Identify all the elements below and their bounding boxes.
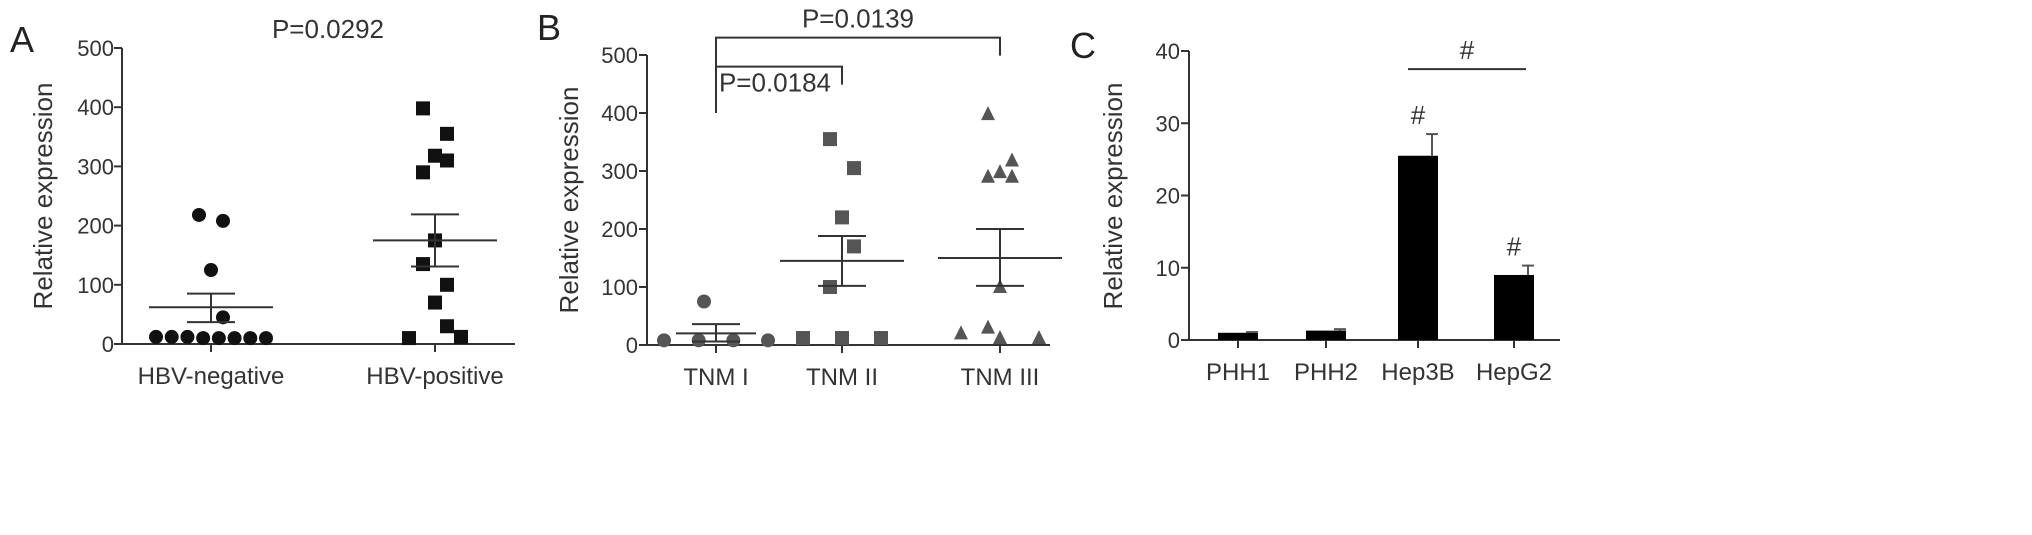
data-point (657, 333, 671, 348)
data-point (835, 331, 849, 346)
y-tick-label: 300 (601, 159, 638, 184)
y-tick-label: 0 (1168, 328, 1180, 353)
data-point (835, 210, 849, 225)
panel-a-marks: P=0.0292 (149, 14, 497, 346)
panel-c-label: C (1070, 25, 1096, 66)
y-tick-label: 500 (77, 36, 114, 61)
y-tick-label: 0 (102, 332, 114, 357)
p-value-label: P=0.0184 (719, 68, 831, 98)
data-point (440, 153, 454, 168)
y-tick-label: 200 (77, 214, 114, 239)
panel-a-chart: A Relative expression 0 100 200 300 400 500 HB… (10, 14, 515, 390)
bar (1218, 332, 1258, 340)
panel-c-axes: 0 10 20 30 40 PHH1 PHH2 Hep3B HepG2 (1156, 39, 1560, 386)
data-point (981, 168, 995, 183)
x-tick-label: PHH1 (1206, 359, 1270, 386)
y-tick-label: 200 (601, 217, 638, 242)
data-point (259, 331, 273, 346)
panel-a-label: A (10, 19, 34, 60)
x-tick-label: TNM I (683, 364, 748, 391)
y-tick-label: 0 (626, 333, 638, 358)
panel-c-marks: # # # (1218, 35, 1534, 340)
data-point (823, 132, 837, 147)
data-point (243, 331, 258, 346)
y-tick-label: 400 (77, 95, 114, 120)
data-point (981, 106, 995, 121)
x-tick-label: TNM III (961, 364, 1040, 391)
x-tick-label: HBV-positive (366, 363, 503, 390)
y-tick-label: 500 (601, 43, 638, 68)
data-point (1005, 152, 1019, 167)
data-point (196, 331, 211, 346)
data-point (823, 280, 837, 294)
panel-c-chart: C Relative expression 0 10 20 30 40 PHH1 PHH2 H… (1070, 25, 1560, 386)
data-point (847, 161, 861, 176)
bar (1494, 274, 1534, 340)
data-point (691, 333, 706, 348)
significance-bracket (715, 65, 843, 113)
x-tick-label: Hep3B (1381, 359, 1454, 386)
data-point (216, 213, 230, 228)
data-point (149, 329, 163, 344)
y-tick-label: 30 (1156, 111, 1180, 136)
data-point (981, 319, 995, 334)
panel-a-y-axis-label: Relative expression (28, 83, 58, 310)
x-tick-label: PHH2 (1294, 359, 1358, 386)
x-tick-label: TNM II (806, 364, 878, 391)
panel-b-y-axis-label: Relative expression (554, 87, 584, 314)
y-tick-label: 100 (601, 275, 638, 300)
data-point (428, 148, 442, 163)
data-point (761, 333, 775, 348)
panel-b-label: B (537, 7, 561, 48)
y-tick-label: 300 (77, 154, 114, 179)
data-point (211, 331, 226, 346)
data-point (697, 294, 711, 309)
data-point (402, 331, 416, 346)
data-point (180, 329, 195, 344)
significance-marker: # (1507, 232, 1522, 262)
data-point (440, 319, 454, 334)
data-point (874, 331, 888, 346)
y-tick-label: 40 (1156, 39, 1180, 64)
panel-a-axes: 0 100 200 300 400 500 HBV-negative HBV-positive (77, 36, 515, 390)
data-point (192, 207, 206, 222)
y-tick-label: 100 (77, 273, 114, 298)
data-point (216, 310, 230, 325)
panel-b-marks: P=0.0139 P=0.0184 (657, 4, 1062, 348)
y-tick-label: 20 (1156, 184, 1180, 209)
data-point (454, 329, 468, 344)
data-point (440, 277, 454, 292)
data-point (416, 257, 430, 272)
panel-c-y-axis-label: Relative expression (1098, 83, 1128, 310)
data-point (204, 263, 218, 277)
data-point (416, 165, 430, 180)
x-tick-label: HepG2 (1476, 359, 1552, 386)
significance-marker: # (1460, 35, 1475, 65)
p-value-label: P=0.0292 (272, 14, 384, 44)
data-point (440, 126, 454, 141)
data-point (227, 331, 242, 346)
data-point (726, 333, 741, 348)
y-tick-label: 10 (1156, 256, 1180, 281)
panel-b-chart: B Relative expression 0 100 200 300 400 500 TN… (537, 4, 1062, 391)
data-point (1032, 330, 1046, 345)
data-point (847, 239, 861, 254)
data-point (1005, 168, 1019, 183)
bar (1398, 155, 1438, 340)
data-point (416, 101, 430, 116)
data-point (428, 295, 442, 310)
significance-marker: # (1411, 100, 1426, 130)
data-point (993, 164, 1007, 179)
data-point (993, 330, 1007, 345)
p-value-label: P=0.0139 (802, 4, 914, 34)
bar (1306, 330, 1346, 340)
data-point (164, 329, 179, 344)
x-tick-label: HBV-negative (138, 363, 285, 390)
data-point (954, 325, 968, 340)
data-point (796, 331, 810, 346)
y-tick-label: 400 (601, 101, 638, 126)
